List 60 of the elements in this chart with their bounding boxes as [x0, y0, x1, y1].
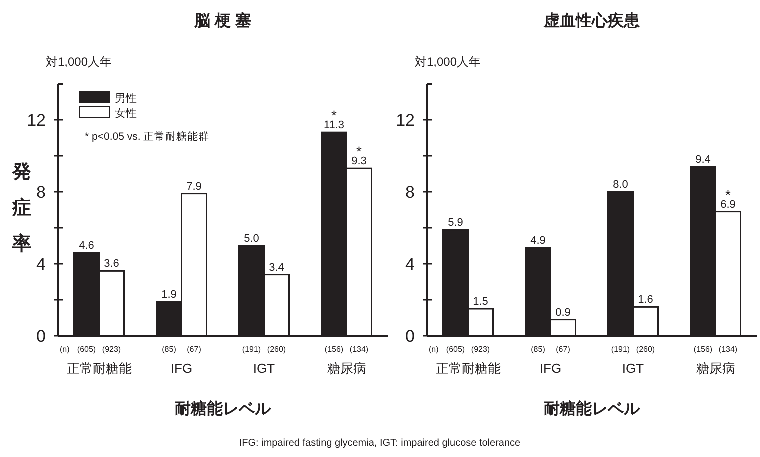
legend-label: 女性	[115, 108, 137, 120]
data-label: 5.9	[448, 216, 464, 229]
data-label: 6.9	[720, 198, 736, 211]
text: (605)	[446, 345, 466, 354]
data-label: 8.0	[613, 179, 628, 191]
data-label: 4.6	[79, 240, 94, 252]
chart-title: 脳 梗 塞	[194, 11, 252, 30]
chart-title: 虚血性心疾患	[543, 11, 641, 30]
data-label: 1.5	[473, 296, 488, 308]
data-label: 1.6	[638, 294, 654, 306]
text: 対1,000人年	[46, 55, 112, 69]
x-tick-label: 正常耐糖能	[66, 361, 132, 376]
text: 対1,000人年	[415, 55, 482, 69]
data-label: 9.4	[696, 154, 711, 166]
y-tick-label: 8	[36, 183, 46, 202]
data-label: 1.9	[162, 288, 177, 301]
x-tick-label: 糖尿病	[327, 361, 366, 376]
y-tick-label: 4	[406, 255, 415, 274]
x-tick-label: IGT	[253, 361, 276, 376]
text: IFG: impaired fasting glycemia, IGT: impaired glucose tolerance	[239, 438, 522, 449]
text: (191)	[611, 345, 630, 354]
y-tick-label: 12	[396, 111, 415, 130]
legend-label: 男性	[115, 93, 137, 105]
data-label: 7.9	[186, 180, 202, 193]
text: (67)	[187, 345, 202, 354]
text: (260)	[636, 345, 656, 354]
text: (260)	[267, 345, 286, 354]
text: (134)	[718, 345, 738, 354]
text: (67)	[556, 345, 571, 354]
text: (156)	[324, 345, 344, 354]
text: (923)	[471, 345, 490, 354]
x-tick-label: IFG	[170, 361, 193, 376]
x-axis-title: 耐糖能レベル	[175, 400, 272, 418]
data-label: 9.3	[352, 156, 367, 168]
data-label: 5.0	[244, 233, 260, 245]
text: (605)	[77, 345, 96, 354]
y-axis-title: 発症率	[12, 162, 32, 255]
text: (134)	[350, 345, 369, 354]
y-tick-label: 8	[406, 183, 415, 202]
y-tick-label: 0	[406, 327, 415, 346]
data-label: 0.9	[556, 306, 571, 319]
y-tick-label: 4	[36, 255, 46, 274]
text: (n)	[429, 345, 440, 354]
text: (191)	[242, 345, 262, 354]
text: (85)	[531, 345, 546, 354]
annotation: * p<0.05 vs. 正常耐糖能群	[85, 130, 210, 143]
text: (156)	[694, 345, 713, 354]
data-label: 4.9	[530, 234, 546, 247]
x-tick-label: IFG	[540, 361, 562, 376]
x-tick-label: 正常耐糖能	[436, 361, 501, 376]
x-tick-label: IGT	[622, 361, 644, 376]
data-label: 3.4	[269, 262, 284, 274]
data-label: 3.6	[104, 258, 120, 270]
text: (n)	[60, 345, 70, 354]
y-tick-label: 0	[36, 327, 46, 346]
x-tick-label: 糖尿病	[696, 361, 736, 376]
text: (85)	[162, 345, 177, 354]
y-tick-label: 12	[27, 111, 46, 130]
x-axis-title: 耐糖能レベル	[544, 400, 641, 418]
text: (923)	[102, 345, 122, 354]
